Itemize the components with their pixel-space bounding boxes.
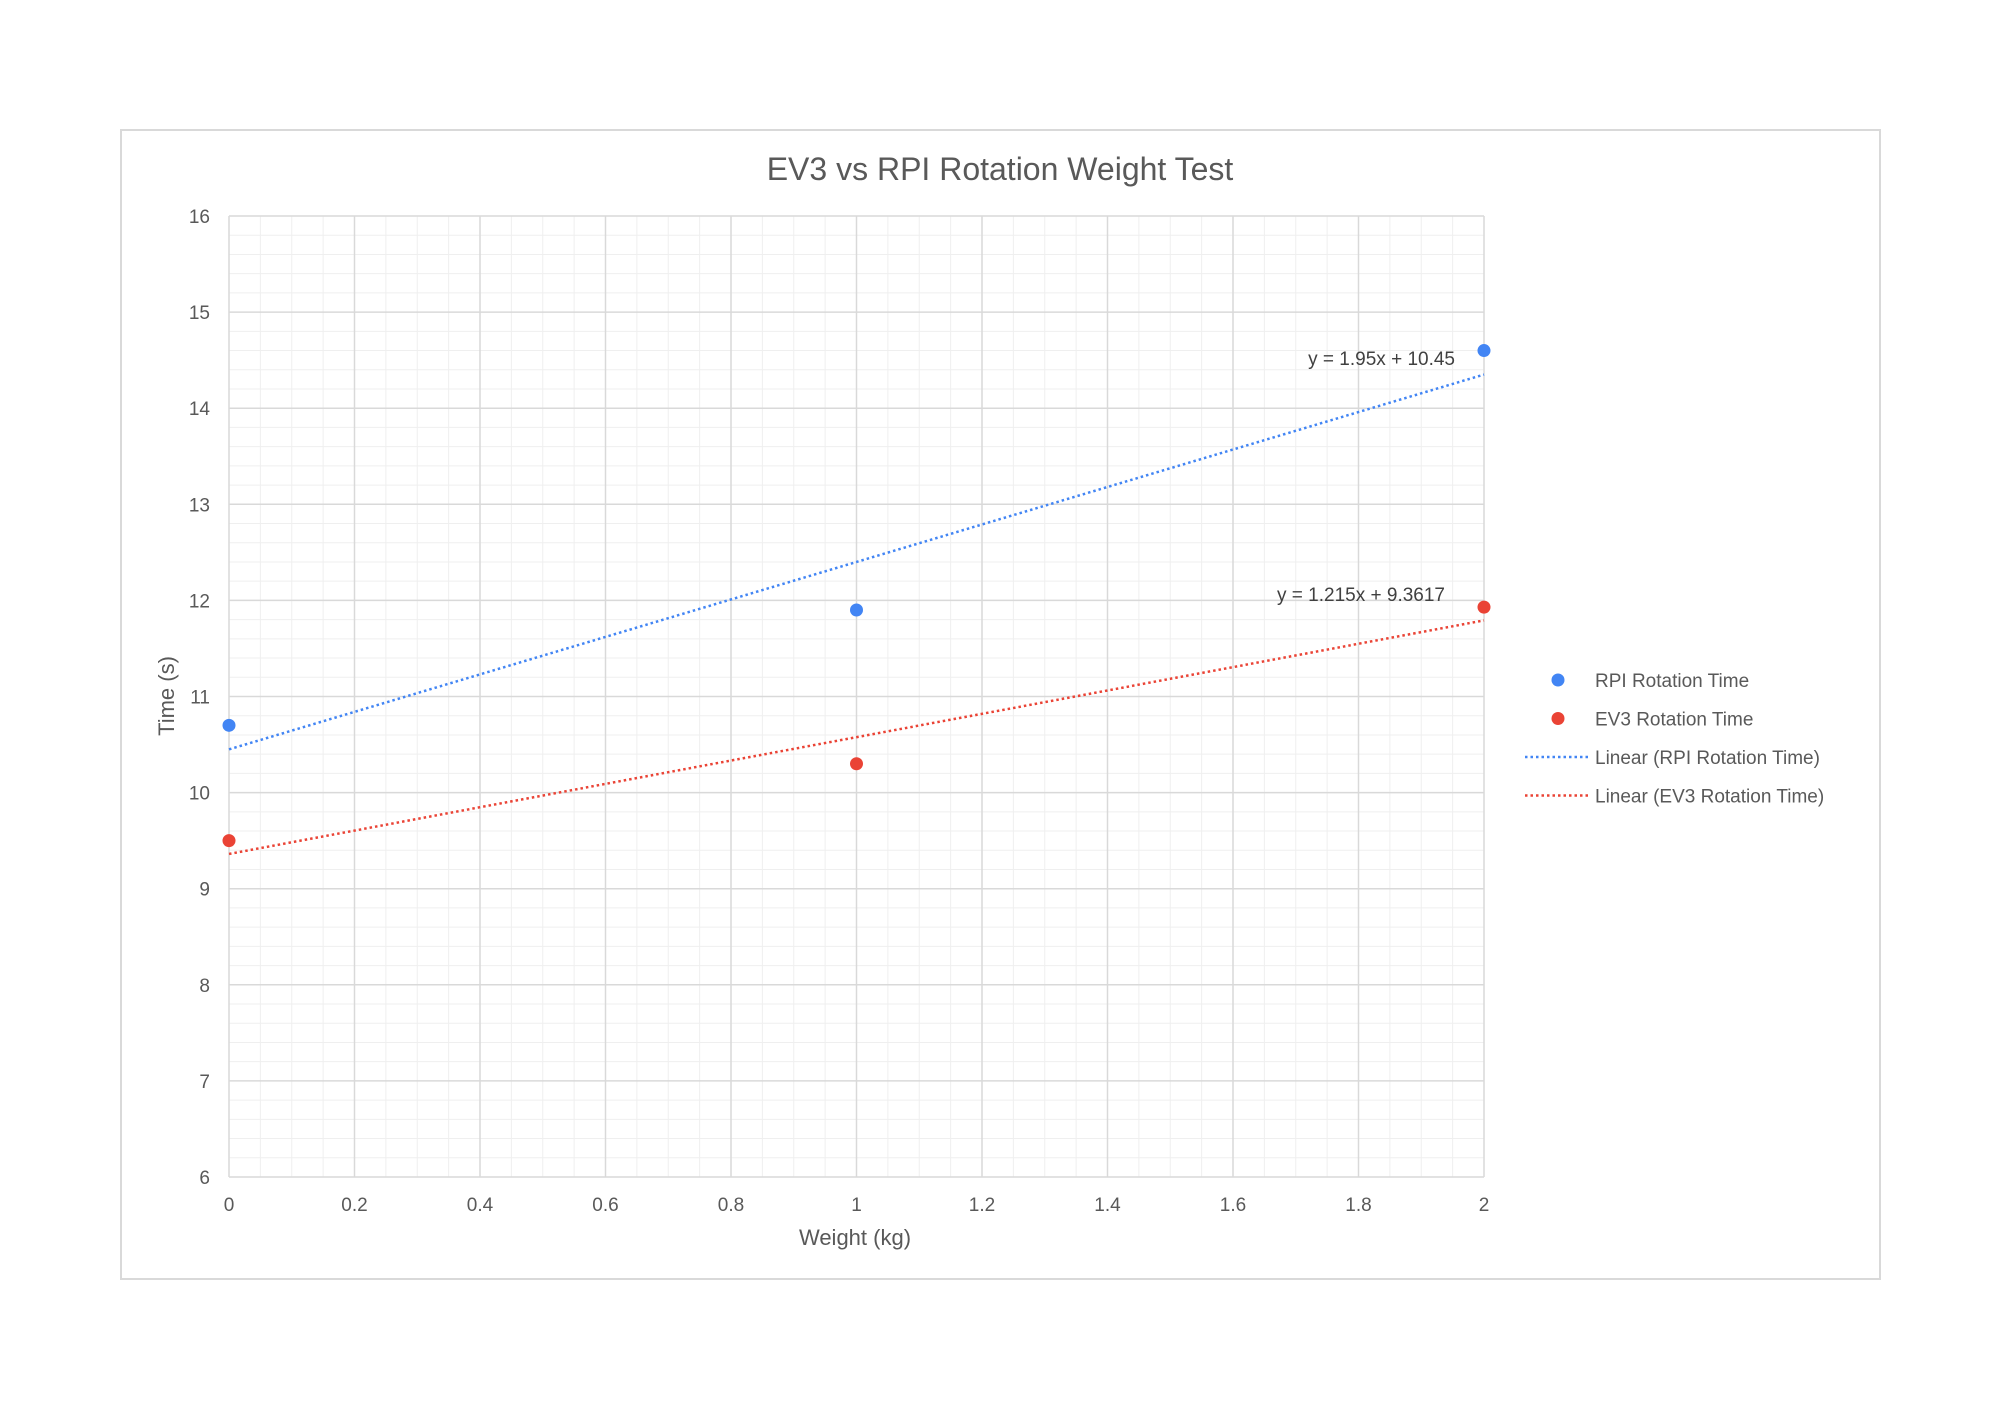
x-tick-label: 1.4	[1094, 1195, 1121, 1216]
x-tick-label: 0	[224, 1195, 235, 1216]
legend-label: EV3 Rotation Time	[1595, 710, 1753, 731]
ev3-data-point	[222, 834, 236, 848]
y-tick-label: 6	[199, 1168, 210, 1189]
x-tick-label: 0.4	[467, 1195, 494, 1216]
y-tick-label: 13	[189, 495, 210, 516]
y-tick-label: 16	[189, 207, 210, 228]
chart-title: EV3 vs RPI Rotation Weight Test	[767, 151, 1234, 187]
y-tick-label: 8	[199, 976, 210, 997]
x-tick-label: 2	[1479, 1195, 1490, 1216]
ev3-data-point	[850, 757, 863, 771]
trendline-equation-rpi: y = 1.95x + 10.45	[1308, 349, 1455, 370]
x-tick-label: 1.8	[1345, 1195, 1371, 1216]
x-tick-label: 1	[851, 1195, 862, 1216]
trendlines	[228, 373, 1485, 856]
rpi-data-point	[1477, 344, 1491, 358]
y-axis-title: Time (s)	[154, 656, 179, 736]
y-tick-label: 14	[189, 399, 211, 420]
y-tick-label: 10	[189, 784, 210, 805]
major-gridlines	[228, 215, 1485, 1178]
trendline-rpi	[228, 373, 1485, 751]
y-axis-tick-labels: 6 7 8 9 10 11 12 13 14 15 16	[189, 207, 211, 1189]
legend-label: Linear (RPI Rotation Time)	[1595, 748, 1820, 769]
trendline-equation-ev3: y = 1.215x + 9.3617	[1277, 585, 1445, 606]
x-axis-title: Weight (kg)	[799, 1225, 911, 1250]
y-tick-label: 7	[199, 1072, 210, 1093]
y-tick-label: 11	[190, 688, 210, 709]
x-tick-label: 0.2	[341, 1195, 367, 1216]
legend-marker	[1551, 712, 1565, 725]
y-tick-label: 9	[199, 880, 210, 901]
rpi-data-point	[222, 718, 236, 732]
x-tick-label: 1.2	[969, 1195, 995, 1216]
x-tick-label: 0.8	[718, 1195, 744, 1216]
y-tick-label: 12	[189, 591, 210, 612]
x-tick-label: 0.6	[592, 1195, 618, 1216]
rpi-data-point	[850, 603, 863, 617]
y-tick-label: 15	[189, 303, 210, 324]
ev3-data-point	[1477, 600, 1491, 614]
chart-border	[120, 129, 1881, 1280]
legend-label: RPI Rotation Time	[1595, 671, 1749, 692]
legend-marker	[1551, 673, 1565, 687]
legend-label: Linear (EV3 Rotation Time)	[1595, 787, 1824, 808]
data-points	[222, 344, 1491, 848]
trendline-ev3	[228, 619, 1485, 856]
x-axis-tick-labels: 0 0.2 0.4 0.6 0.8 1 1.2 1.4 1.6 1.8 2	[224, 1195, 1490, 1216]
x-tick-label: 1.6	[1220, 1195, 1246, 1216]
legend: RPI Rotation Time EV3 Rotation Time Linear…	[1525, 671, 1824, 808]
